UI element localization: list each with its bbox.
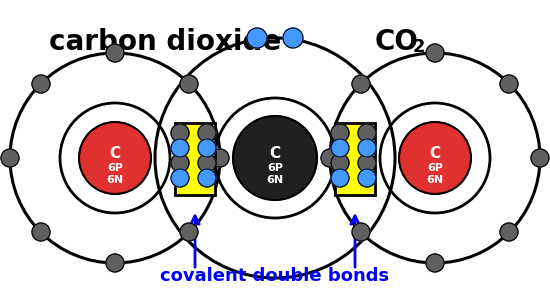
- Circle shape: [180, 75, 198, 93]
- Text: 6P: 6P: [427, 163, 443, 173]
- Circle shape: [106, 44, 124, 62]
- Text: 2: 2: [413, 38, 426, 56]
- Text: 6P: 6P: [267, 163, 283, 173]
- Text: C: C: [109, 146, 120, 161]
- Text: 6N: 6N: [266, 175, 284, 185]
- Circle shape: [358, 124, 376, 142]
- Text: 6N: 6N: [426, 175, 443, 185]
- Circle shape: [321, 149, 339, 167]
- Circle shape: [32, 223, 50, 241]
- Circle shape: [198, 124, 216, 142]
- Circle shape: [414, 149, 432, 167]
- Circle shape: [171, 154, 189, 172]
- Circle shape: [1, 149, 19, 167]
- Circle shape: [198, 139, 216, 157]
- Circle shape: [426, 254, 444, 272]
- Circle shape: [198, 154, 216, 172]
- Circle shape: [233, 116, 317, 200]
- Circle shape: [211, 149, 229, 167]
- Circle shape: [180, 223, 198, 241]
- Circle shape: [106, 254, 124, 272]
- Text: CO: CO: [375, 28, 419, 56]
- Circle shape: [331, 139, 349, 157]
- Circle shape: [283, 28, 303, 48]
- Circle shape: [32, 75, 50, 93]
- Circle shape: [94, 149, 112, 167]
- Circle shape: [198, 169, 216, 187]
- Circle shape: [438, 149, 456, 167]
- Circle shape: [171, 124, 189, 142]
- Circle shape: [331, 154, 349, 172]
- Circle shape: [331, 169, 349, 187]
- Bar: [335, 123, 375, 195]
- Circle shape: [500, 75, 518, 93]
- Circle shape: [352, 75, 370, 93]
- Circle shape: [247, 28, 267, 48]
- Text: carbon dioxide: carbon dioxide: [49, 28, 281, 56]
- Circle shape: [358, 169, 376, 187]
- Text: 6P: 6P: [107, 163, 123, 173]
- Circle shape: [358, 139, 376, 157]
- Text: C: C: [430, 146, 441, 161]
- Text: C: C: [270, 146, 280, 161]
- Circle shape: [79, 122, 151, 194]
- Circle shape: [399, 122, 471, 194]
- Circle shape: [531, 149, 549, 167]
- Circle shape: [358, 154, 376, 172]
- Bar: [175, 123, 215, 195]
- Circle shape: [352, 223, 370, 241]
- Text: covalent double bonds: covalent double bonds: [161, 267, 389, 285]
- Circle shape: [331, 124, 349, 142]
- Circle shape: [171, 139, 189, 157]
- Circle shape: [426, 44, 444, 62]
- Circle shape: [171, 169, 189, 187]
- Circle shape: [500, 223, 518, 241]
- Circle shape: [118, 149, 136, 167]
- Text: 6N: 6N: [107, 175, 124, 185]
